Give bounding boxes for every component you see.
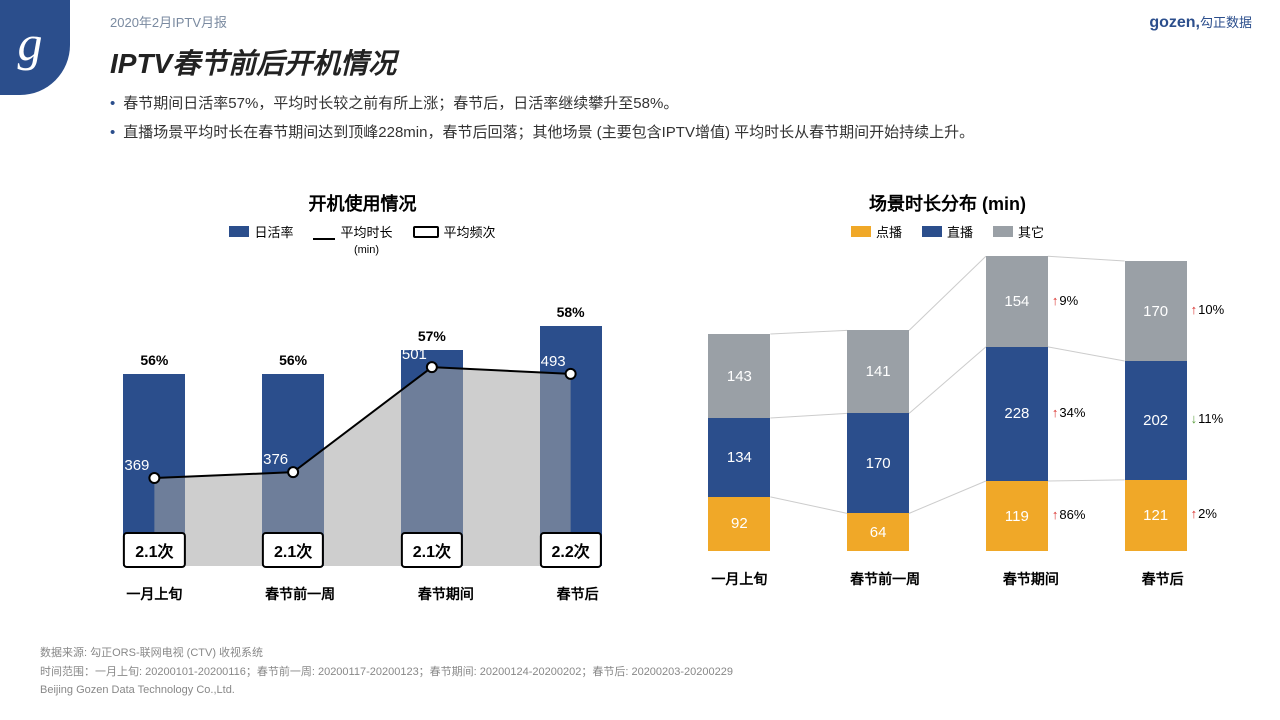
logo-left-glyph: g <box>18 14 43 72</box>
legend-swatch <box>229 226 249 237</box>
xaxis-left: 一月上旬 春节前一周 春节期间 春节后 <box>85 584 640 604</box>
stacked-bar-group: 14313492 <box>678 334 800 551</box>
change-annotation: ↑9% <box>1052 293 1078 308</box>
logo-left-badge: g <box>0 0 70 95</box>
breadcrumb: 2020年2月IPTV月报 <box>110 12 227 31</box>
change-annotation: ↓11% <box>1191 411 1224 426</box>
seg-vod: 121 <box>1125 480 1187 551</box>
bar-pct-label: 56% <box>262 352 324 368</box>
legend-line <box>313 238 335 240</box>
seg-other: 170 <box>1125 261 1187 361</box>
bar-pct-label: 56% <box>123 352 185 368</box>
chart-scene: 场景时长分布 (min) 点播 直播 其它 143134921411706415… <box>670 190 1225 620</box>
bullet-item: 直播场景平均时长在春节期间达到顶峰228min，春节后回落；其他场景 (主要包含… <box>110 119 1240 148</box>
bar-pct-label: 58% <box>540 304 602 320</box>
bar-group: 56%2.1次 <box>93 374 215 566</box>
legend-box-icon <box>413 226 439 238</box>
freq-box: 2.2次 <box>540 532 602 568</box>
legend-swatch <box>851 226 871 237</box>
logo-right: gozen,勾正数据 <box>1149 12 1252 32</box>
seg-live: 202 <box>1125 361 1187 480</box>
arrow-up-icon: ↑ <box>1191 302 1198 317</box>
stacked-bar: 170202121 <box>1125 261 1187 551</box>
freq-box: 2.1次 <box>123 532 185 568</box>
legend-swatch <box>922 226 942 237</box>
arrow-up-icon: ↑ <box>1052 405 1059 420</box>
seg-vod: 64 <box>847 513 909 551</box>
seg-vod: 92 <box>708 497 770 551</box>
arrow-up-icon: ↑ <box>1052 293 1059 308</box>
arrow-up-icon: ↑ <box>1052 507 1059 522</box>
legend-right: 点播 直播 其它 <box>670 222 1225 241</box>
seg-live: 228 <box>986 347 1048 481</box>
seg-vod: 119 <box>986 481 1048 551</box>
stacked-bar: 14117064 <box>847 330 909 551</box>
bar-group: 56%2.1次 <box>232 374 354 566</box>
stacked-bar-group: 14117064 <box>817 330 939 551</box>
freq-box: 2.1次 <box>401 532 463 568</box>
footer: 数据来源: 勾正ORS-联网电视 (CTV) 收视系统 时间范围：一月上旬: 2… <box>40 644 733 700</box>
change-annotation: ↑34% <box>1052 405 1086 420</box>
freq-box: 2.1次 <box>262 532 324 568</box>
arrow-up-icon: ↑ <box>1191 506 1198 521</box>
seg-live: 134 <box>708 418 770 497</box>
stacked-bar: 154228119 <box>986 256 1048 551</box>
chart-usage: 开机使用情况 日活率 平均时长(min) 平均频次 369376501493 5… <box>85 190 640 620</box>
chart-title: 开机使用情况 <box>85 190 640 216</box>
bar-pct-label: 57% <box>401 328 463 344</box>
footer-line: Beijing Gozen Data Technology Co.,Ltd. <box>40 681 733 700</box>
seg-live: 170 <box>847 413 909 513</box>
bar: 58% <box>540 326 602 566</box>
change-annotation: ↑2% <box>1191 506 1217 521</box>
plot-right: 1431349214117064154228119170202121↑9%↑34… <box>670 251 1225 551</box>
stacked-bar: 14313492 <box>708 334 770 551</box>
bar-group: 58%2.2次 <box>510 326 632 566</box>
change-annotation: ↑86% <box>1052 507 1086 522</box>
footer-line: 数据来源: 勾正ORS-联网电视 (CTV) 收视系统 <box>40 644 733 663</box>
legend-left: 日活率 平均时长(min) 平均频次 <box>85 222 640 256</box>
chart-title: 场景时长分布 (min) <box>670 190 1225 216</box>
xaxis-right: 一月上旬 春节前一周 春节期间 春节后 <box>670 569 1225 589</box>
change-annotation: ↑10% <box>1191 302 1225 317</box>
bullet-list: 春节期间日活率57%，平均时长较之前有所上涨；春节后，日活率继续攀升至58%。 … <box>110 90 1240 147</box>
seg-other: 141 <box>847 330 909 413</box>
seg-other: 143 <box>708 334 770 418</box>
footer-line: 时间范围：一月上旬: 20200101-20200116；春节前一周: 2020… <box>40 663 733 682</box>
arrow-down-icon: ↓ <box>1191 411 1198 426</box>
seg-other: 154 <box>986 256 1048 347</box>
legend-swatch <box>993 226 1013 237</box>
page-title: IPTV春节前后开机情况 <box>110 42 396 82</box>
bar-group: 57%2.1次 <box>371 350 493 566</box>
bullet-item: 春节期间日活率57%，平均时长较之前有所上涨；春节后，日活率继续攀升至58%。 <box>110 90 1240 119</box>
plot-left: 369376501493 56%2.1次56%2.1次57%2.1次58%2.2… <box>85 266 640 566</box>
